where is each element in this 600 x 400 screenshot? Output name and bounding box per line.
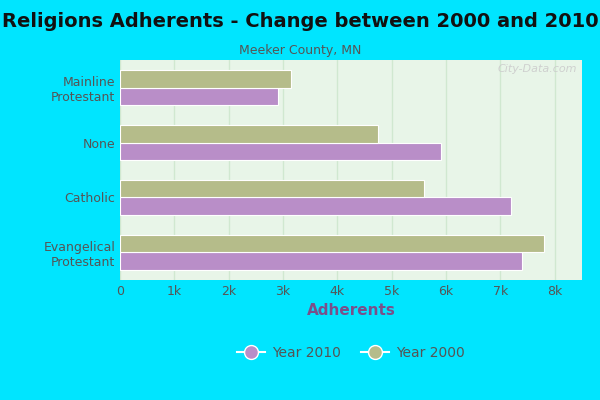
Bar [120,198,511,215]
X-axis label: Adherents: Adherents [307,304,395,318]
Bar [120,88,278,105]
Text: Religions Adherents - Change between 2000 and 2010: Religions Adherents - Change between 200… [2,12,598,31]
Bar [120,70,291,88]
Text: Meeker County, MN: Meeker County, MN [239,44,361,57]
Text: City-Data.com: City-Data.com [498,64,577,74]
Legend: Year 2010, Year 2000: Year 2010, Year 2000 [232,340,470,366]
Bar [120,235,544,252]
Bar [120,252,522,270]
Bar [120,142,440,160]
Bar [120,125,378,142]
Bar [120,180,424,198]
